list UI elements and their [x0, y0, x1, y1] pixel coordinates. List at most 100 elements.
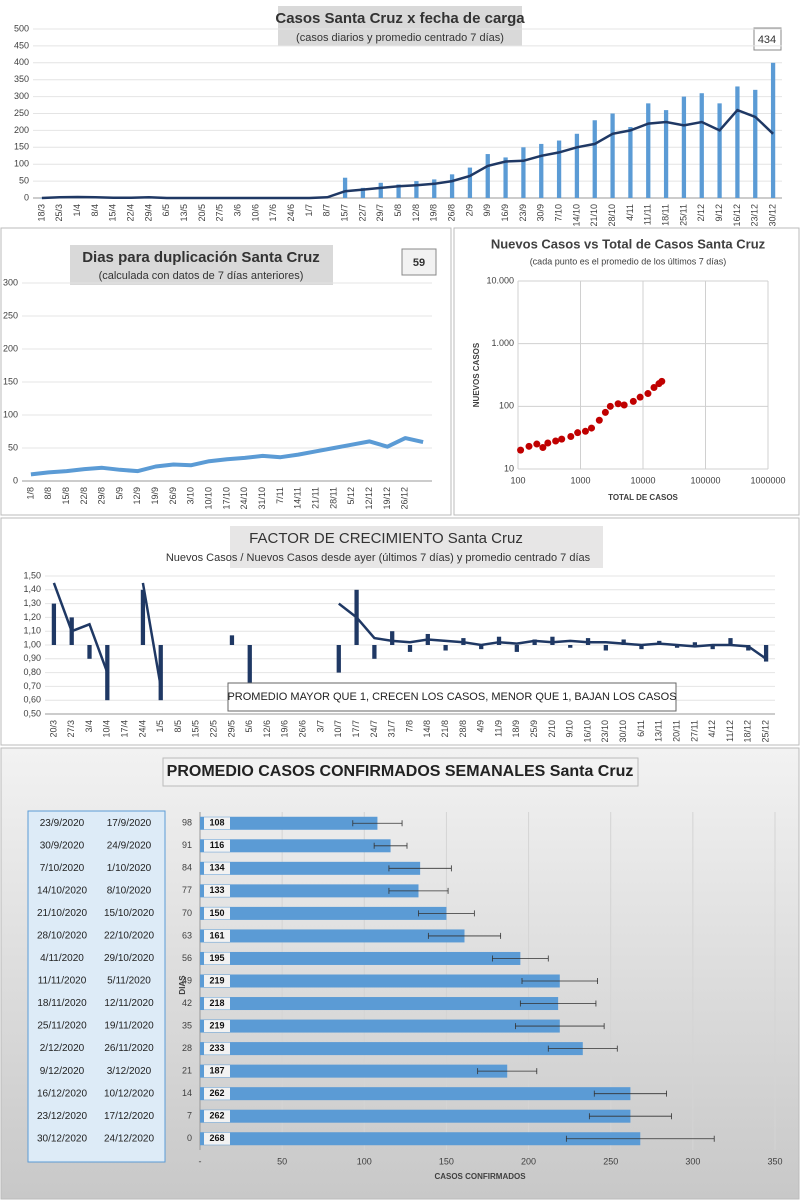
x-tick-label: 16/10 [582, 720, 592, 743]
y-tick-label: 0,60 [23, 695, 41, 705]
value-label-box [204, 884, 230, 897]
x-tick-label: 29/4 [143, 204, 153, 222]
annotation: 59 [413, 257, 425, 269]
date-label: 23/9/2020 [40, 818, 85, 829]
x-tick-label: 5/6 [244, 720, 254, 733]
y-tick-label: 150 [3, 376, 18, 386]
date-label: 24/12/2020 [104, 1133, 154, 1144]
date-label: 24/9/2020 [107, 840, 152, 851]
y-tick-label: 500 [14, 23, 29, 33]
point [552, 437, 560, 445]
value-label-box [204, 1065, 230, 1078]
error-bar [373, 842, 408, 849]
bar [414, 181, 419, 198]
x-tick-label: 18/12 [743, 720, 753, 743]
x-tick-label: 1/5 [155, 720, 165, 733]
bar [200, 929, 465, 943]
value-label-box [204, 997, 230, 1010]
bar [247, 645, 252, 708]
annotation: PROMEDIO MAYOR QUE 1, CRECEN LOS CASOS, … [227, 691, 676, 703]
bar [200, 1064, 508, 1078]
y-tick-label: 450 [14, 40, 29, 50]
x-tick-label: 1000000 [750, 475, 785, 485]
bar [87, 645, 92, 659]
bar [717, 103, 722, 198]
date-label: 30/9/2020 [40, 840, 85, 851]
y-tick-label: 98 [182, 818, 192, 828]
error-bar [547, 1045, 618, 1052]
bar [710, 645, 715, 650]
bar [449, 174, 455, 198]
x-tick-label: 3/7 [315, 720, 325, 733]
x-tick-label: 14/8 [422, 720, 432, 738]
x-tick-label: 3/4 [84, 720, 94, 733]
y-tick-label: 63 [182, 930, 192, 940]
point [558, 435, 566, 443]
y-tick-label: 0,50 [23, 708, 41, 718]
x-tick-label: 7/8 [404, 720, 414, 733]
x-tick-label: 10/10 [204, 487, 214, 510]
bar [140, 589, 146, 645]
x-tick-label: 19/8 [429, 204, 439, 222]
y-axis-label: DIAS [178, 975, 187, 995]
point [606, 402, 614, 410]
value-label-box [204, 1087, 230, 1100]
bar [663, 110, 669, 198]
error-bar [519, 1000, 597, 1007]
chart-title: Nuevos Casos vs Total de Casos Santa Cru… [491, 236, 766, 251]
y-tick-label: 200 [14, 125, 29, 135]
x-tick-label: 50 [277, 1156, 287, 1166]
x-tick-label: 18/9 [511, 720, 521, 738]
date-label: 22/10/2020 [104, 931, 154, 942]
x-tick-label: 23/12 [750, 204, 760, 227]
x-tick-label: 18/11 [660, 204, 670, 226]
x-tick-label: 30/12 [767, 204, 777, 227]
x-tick-label: 350 [767, 1156, 782, 1166]
x-tick-label: 26/8 [446, 204, 456, 222]
value-label: 262 [209, 1088, 224, 1098]
bar [342, 177, 348, 198]
x-tick-label: 26/6 [298, 720, 308, 738]
x-tick-label: 20/11 [671, 720, 681, 742]
value-label: 187 [209, 1066, 224, 1076]
annotation-box [401, 248, 437, 276]
point [644, 390, 652, 398]
x-tick-label: 6/5 [161, 204, 171, 217]
error-bar [593, 1090, 667, 1097]
bar [229, 635, 235, 645]
bar [51, 603, 57, 645]
y-tick-label: 42 [182, 998, 192, 1008]
bar [574, 133, 580, 198]
x-tick-label: 25/3 [54, 204, 64, 222]
title-box [70, 245, 333, 285]
error-bar [388, 887, 449, 894]
chart-title: Casos Santa Cruz x fecha de carga [275, 10, 525, 27]
date-label: 23/12/2020 [37, 1111, 87, 1122]
date-table [27, 810, 166, 1163]
y-tick-label: 400 [14, 57, 29, 67]
x-tick-label: 24/6 [286, 204, 296, 222]
x-tick-label: 17/7 [351, 720, 361, 738]
y-tick-label: 7 [187, 1111, 192, 1121]
bar [728, 638, 733, 645]
value-label: 219 [209, 975, 224, 985]
title-box [278, 6, 522, 46]
x-tick-label: 150 [439, 1156, 454, 1166]
chart-title: FACTOR DE CRECIMIENTO Santa Cruz [249, 530, 523, 547]
x-tick-label: 1000 [570, 475, 590, 485]
y-tick-label: 100 [499, 401, 514, 411]
bar [681, 96, 687, 198]
bar [550, 636, 555, 645]
bar [200, 1132, 641, 1146]
x-tick-label: 19/12 [382, 487, 392, 510]
bar [200, 1019, 560, 1033]
bar [503, 157, 508, 198]
x-tick-label: 100000 [690, 475, 720, 485]
x-tick-label: 12/9 [132, 487, 142, 505]
y-tick-label: 28 [182, 1043, 192, 1053]
point [658, 377, 666, 385]
value-label: 133 [209, 885, 224, 895]
x-tick-label: 26/12 [400, 487, 410, 510]
x-tick-label: 17/10 [221, 487, 231, 510]
